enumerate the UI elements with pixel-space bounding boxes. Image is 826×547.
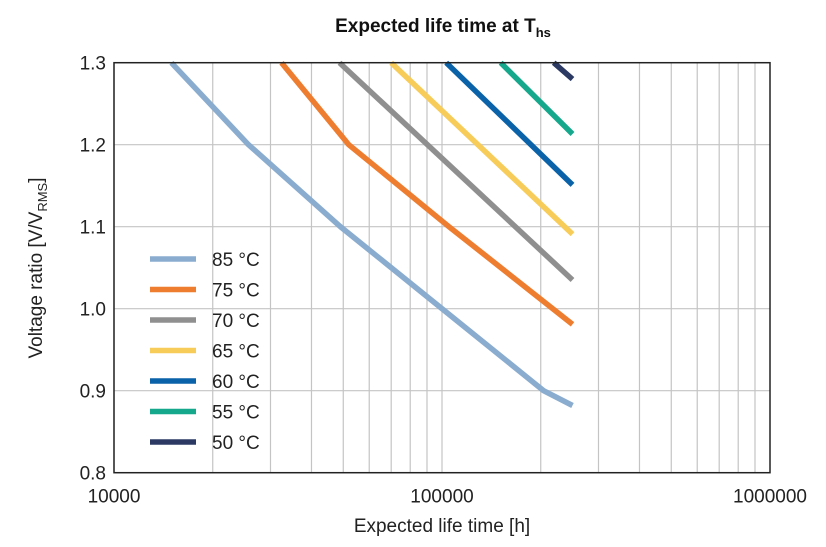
y-tick-label: 0.9 (80, 382, 106, 403)
legend-label: 50 °C (212, 433, 260, 454)
series-line-50c (551, 60, 575, 82)
y-tick-label: 1.2 (80, 136, 106, 157)
legend-label: 60 °C (212, 372, 260, 393)
y-tick-label: 1.1 (80, 218, 106, 239)
series-line-65c (389, 60, 575, 237)
x-axis-label: Expected life time [h] (354, 516, 530, 537)
y-tick-label: 1.3 (80, 54, 106, 75)
series-line-60c (444, 60, 575, 187)
tick-labels: 0.8 0.9 1.0 1.1 1.2 1.3 10000 100000 1000000 (80, 54, 807, 508)
series-group (169, 60, 575, 408)
legend-label: 55 °C (212, 403, 260, 424)
y-axis-label: Voltage ratio [V/VRMS] (26, 178, 50, 359)
series-line-55c (498, 60, 575, 136)
series-line-75c (279, 60, 575, 327)
y-tick-label: 0.8 (80, 464, 106, 485)
x-tick-label: 1000000 (733, 487, 807, 508)
grid (113, 62, 770, 474)
x-tick-label: 10000 (88, 487, 141, 508)
legend-label: 75 °C (212, 281, 260, 302)
series-line-70c (337, 60, 575, 283)
legend-label: 65 °C (212, 342, 260, 363)
x-tick-label: 100000 (410, 487, 473, 508)
legend: 85 °C 75 °C 70 °C 65 °C 60 °C 55 °C 50 °C (150, 250, 260, 454)
series-line-85c (169, 60, 574, 408)
chart-title: Expected life time at Ths (335, 16, 551, 40)
plot-frame (113, 61, 771, 474)
legend-label: 70 °C (212, 311, 260, 332)
legend-label: 85 °C (212, 250, 260, 271)
y-tick-label: 1.0 (80, 300, 106, 321)
